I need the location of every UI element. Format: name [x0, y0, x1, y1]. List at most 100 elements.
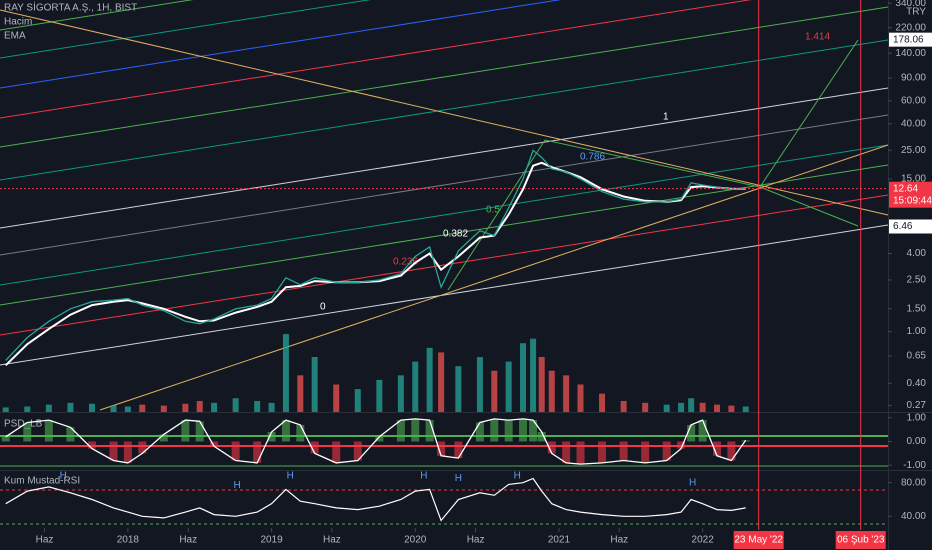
y-tick-label: 0.27 — [907, 400, 927, 411]
countdown: 15:09:44 — [893, 195, 932, 206]
y-tick-label: 140.00 — [895, 48, 926, 59]
volume-bar — [110, 405, 117, 412]
y-tick-label: 2.50 — [907, 275, 927, 286]
psd-bar — [267, 432, 276, 442]
volume-bar — [548, 370, 555, 412]
price-line — [5, 149, 746, 361]
y-tick-label: 0.65 — [907, 351, 927, 362]
volume-bar — [254, 401, 261, 412]
volume-bar — [678, 402, 685, 412]
y-tick-label: 0.00 — [907, 436, 927, 447]
volume-bar — [438, 352, 445, 412]
psd-bar — [727, 441, 736, 461]
psd-bar — [687, 424, 696, 442]
volume-bar — [491, 370, 498, 412]
psd-bar — [662, 441, 671, 461]
volume-bar — [376, 379, 383, 412]
psd-bar — [490, 418, 499, 442]
price-label-box — [889, 219, 932, 234]
psd-bar — [713, 441, 722, 456]
psd-bar — [1, 436, 10, 442]
psd-bar — [66, 427, 75, 442]
fib-label: 0.236 — [393, 257, 418, 268]
volume-bar — [88, 403, 95, 412]
volume-bar — [160, 405, 167, 412]
x-tick-label: Haz — [467, 535, 485, 546]
psd-bar — [547, 441, 556, 454]
psd-bar — [454, 441, 463, 459]
volume-bar — [538, 357, 545, 412]
x-tick-label: Haz — [179, 535, 197, 546]
psd-bar — [87, 441, 96, 449]
volume-bar — [354, 389, 361, 412]
price-label: 6.46 — [893, 221, 913, 232]
volume-bar — [45, 404, 52, 412]
x-tick-label: 2018 — [117, 535, 140, 546]
volume-bar — [714, 404, 721, 412]
peak-label: H — [514, 471, 521, 482]
volume-bar — [688, 398, 695, 412]
price-label-box — [889, 181, 932, 208]
peak-label: H — [689, 477, 696, 488]
y-tick-label: 25.00 — [901, 145, 926, 156]
volume-bar — [24, 406, 31, 412]
fib-label: 0.786 — [580, 152, 605, 163]
x-tick-label: 2022 — [692, 535, 715, 546]
y-tick-label: 1.50 — [907, 303, 927, 314]
date-label-box — [733, 531, 784, 549]
price-label: 12.64 — [893, 183, 918, 194]
price-label-box — [889, 32, 932, 47]
date-label: 23 May '22 — [734, 535, 783, 546]
x-tick-label: Haz — [323, 535, 341, 546]
peak-label: H — [233, 480, 240, 491]
volume-bar — [663, 404, 670, 412]
psd-bar — [519, 418, 528, 442]
psd-bar — [437, 441, 446, 456]
fib-label: 0.382 — [443, 229, 468, 240]
volume-bar — [742, 406, 749, 412]
psd-line — [5, 418, 747, 465]
psd-bar — [425, 420, 434, 442]
psd-bar — [296, 424, 305, 442]
volume-bar — [577, 384, 584, 412]
psd-bar — [475, 422, 484, 442]
psd-bar — [210, 441, 219, 447]
currency: TRY — [906, 7, 926, 18]
volume-bar — [699, 402, 706, 412]
volume-bar — [139, 404, 146, 412]
volume-bar — [311, 357, 318, 412]
x-tick-label: 2019 — [260, 535, 283, 546]
date-label-box — [835, 531, 886, 549]
rsi-title: Kum Mustad-RSI — [4, 476, 80, 487]
volume-bar — [455, 366, 462, 412]
psd-bar — [529, 420, 538, 442]
volume-bar — [67, 402, 74, 412]
y-tick-label: -1.00 — [903, 460, 926, 471]
fib-label: 0.5 — [486, 205, 500, 216]
volume-bar — [268, 402, 275, 412]
y-tick-label: 1.00 — [907, 412, 927, 423]
volume-bar — [196, 401, 203, 412]
psd-bar — [698, 420, 707, 442]
peak-label: H — [420, 471, 427, 482]
y-tick-label: 340.00 — [895, 0, 926, 9]
y-tick-label: 80.00 — [901, 477, 926, 488]
psd-bar — [396, 420, 405, 442]
volume-bar — [333, 384, 340, 412]
y-tick-label: 90.00 — [901, 73, 926, 84]
volume-bar — [412, 361, 419, 412]
y-tick-label: 40.00 — [901, 118, 926, 129]
volume-bar — [530, 338, 537, 412]
volume-bar — [599, 393, 606, 412]
psd-bar — [411, 418, 420, 442]
volume-bar — [476, 357, 483, 412]
volume-bar — [124, 406, 131, 412]
psd-bar — [138, 441, 147, 454]
psd-bar — [641, 441, 650, 463]
volume-bar — [232, 398, 239, 412]
volume-bar — [642, 402, 649, 412]
date-label: 06 Şub '23 — [837, 535, 885, 546]
psd-bar — [159, 434, 168, 442]
